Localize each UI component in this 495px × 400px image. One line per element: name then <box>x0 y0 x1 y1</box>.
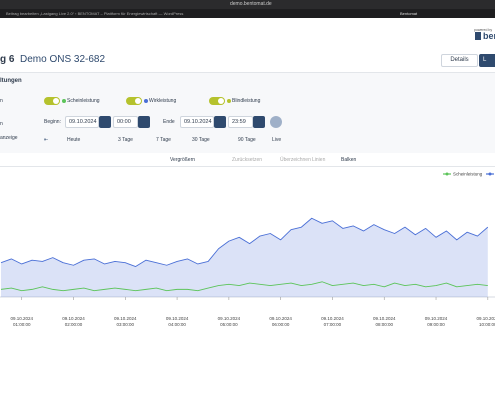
title-prefix: g 6 <box>0 54 15 65</box>
browser-bar: demo.bentomat.de <box>0 0 495 9</box>
begin-time[interactable]: 00:00 <box>113 116 138 128</box>
logo-mark <box>475 32 481 40</box>
toggle-label[interactable]: Scheinleistung <box>67 98 100 104</box>
begin-label: Beginn: <box>44 119 61 125</box>
reset-button[interactable] <box>270 116 282 128</box>
x-tick-label: 09.10.2024 08:00:00 <box>372 316 396 327</box>
line <box>0 281 488 292</box>
side-label: n <box>0 121 3 127</box>
tab-right[interactable]: Bentomat <box>400 11 418 16</box>
x-tick-label: 09.10.2024 10:00:00 <box>476 316 495 327</box>
live-button[interactable]: L <box>479 54 495 67</box>
range-button[interactable]: Heute <box>67 137 81 143</box>
x-tick-label: 09.10.2024 03:00:00 <box>114 316 137 327</box>
x-tick-label: 09.10.2024 02:00:00 <box>62 316 85 327</box>
lines-button[interactable]: Linien <box>312 157 326 163</box>
toggle-label[interactable]: Blindleistung <box>232 98 261 104</box>
calendar-button[interactable] <box>99 116 111 128</box>
legend-swatch-dot <box>488 172 492 176</box>
end-time[interactable]: 23:59 <box>228 116 253 128</box>
clock-button[interactable] <box>253 116 265 128</box>
calendar-button[interactable] <box>214 116 226 128</box>
end-label: Ende <box>163 119 175 125</box>
powered-by: powered by <box>474 28 493 32</box>
end-date[interactable]: 09.10.2024 <box>180 116 214 128</box>
side-label: n <box>0 98 3 104</box>
x-tick-label: 09.10.2024 07:00:00 <box>321 316 344 327</box>
zoom-button[interactable]: Vergrößern <box>170 157 196 163</box>
clock-button[interactable] <box>138 116 150 128</box>
x-tick-label: 09.10.2024 06:00:00 <box>269 316 292 327</box>
x-tick-label: 09.10.2024 01:00:00 <box>10 316 33 327</box>
toggle-label[interactable]: Wirkleistung <box>149 98 177 104</box>
tab-bar: Beitrag bearbeiten „Lastgang Live 2.0“ ‹… <box>0 9 495 18</box>
details-button[interactable]: Details <box>441 54 478 67</box>
title-row: g 6 Demo ONS 32-682 Details L <box>0 44 495 73</box>
url[interactable]: demo.bentomat.de <box>230 1 272 7</box>
logo[interactable]: bentomat <box>483 31 495 41</box>
toggle[interactable] <box>209 97 225 105</box>
range-button[interactable]: 30 Tage <box>192 137 210 143</box>
side-label: anzeige <box>0 135 18 141</box>
settings-heading: ltungen <box>0 78 22 84</box>
bars-button[interactable]: Balken <box>341 157 357 163</box>
x-tick-label: 09.10.2024 05:00:00 <box>217 316 241 327</box>
toggle[interactable] <box>44 97 60 105</box>
site-header: powered by bentomat <box>0 18 495 44</box>
toggle[interactable] <box>126 97 142 105</box>
toggle-dot <box>144 99 148 103</box>
reset-zoom-button[interactable]: Zurücksetzen <box>232 157 263 163</box>
range-button[interactable]: 7 Tage <box>156 137 171 143</box>
range-button[interactable]: 90 Tage <box>238 137 256 143</box>
toggle-dot <box>227 99 231 103</box>
legend-label: Scheinleistung <box>453 172 483 177</box>
legend-swatch-dot <box>445 172 449 176</box>
area <box>1 218 488 297</box>
x-tick-label: 09.10.2024 09:00:00 <box>424 316 448 327</box>
title-name: Demo ONS 32-682 <box>20 54 106 65</box>
line <box>0 217 489 267</box>
x-tick-label: 09.10.2024 04:00:00 <box>165 316 189 327</box>
toggle-dot <box>62 99 66 103</box>
overdraw-button[interactable]: Überzeichnen <box>280 157 311 163</box>
range-button[interactable]: Live <box>272 137 282 143</box>
begin-date[interactable]: 09.10.2024 <box>65 116 99 128</box>
chart-toolbar: Vergrößern Zurücksetzen Überzeichnen Lin… <box>0 153 495 167</box>
range-button[interactable]: 3 Tage <box>118 137 133 143</box>
tab-title[interactable]: Beitrag bearbeiten „Lastgang Live 2.0“ ‹… <box>6 11 184 16</box>
settings-panel: ltungen n n anzeige Scheinleistung Wirkl… <box>0 73 495 153</box>
